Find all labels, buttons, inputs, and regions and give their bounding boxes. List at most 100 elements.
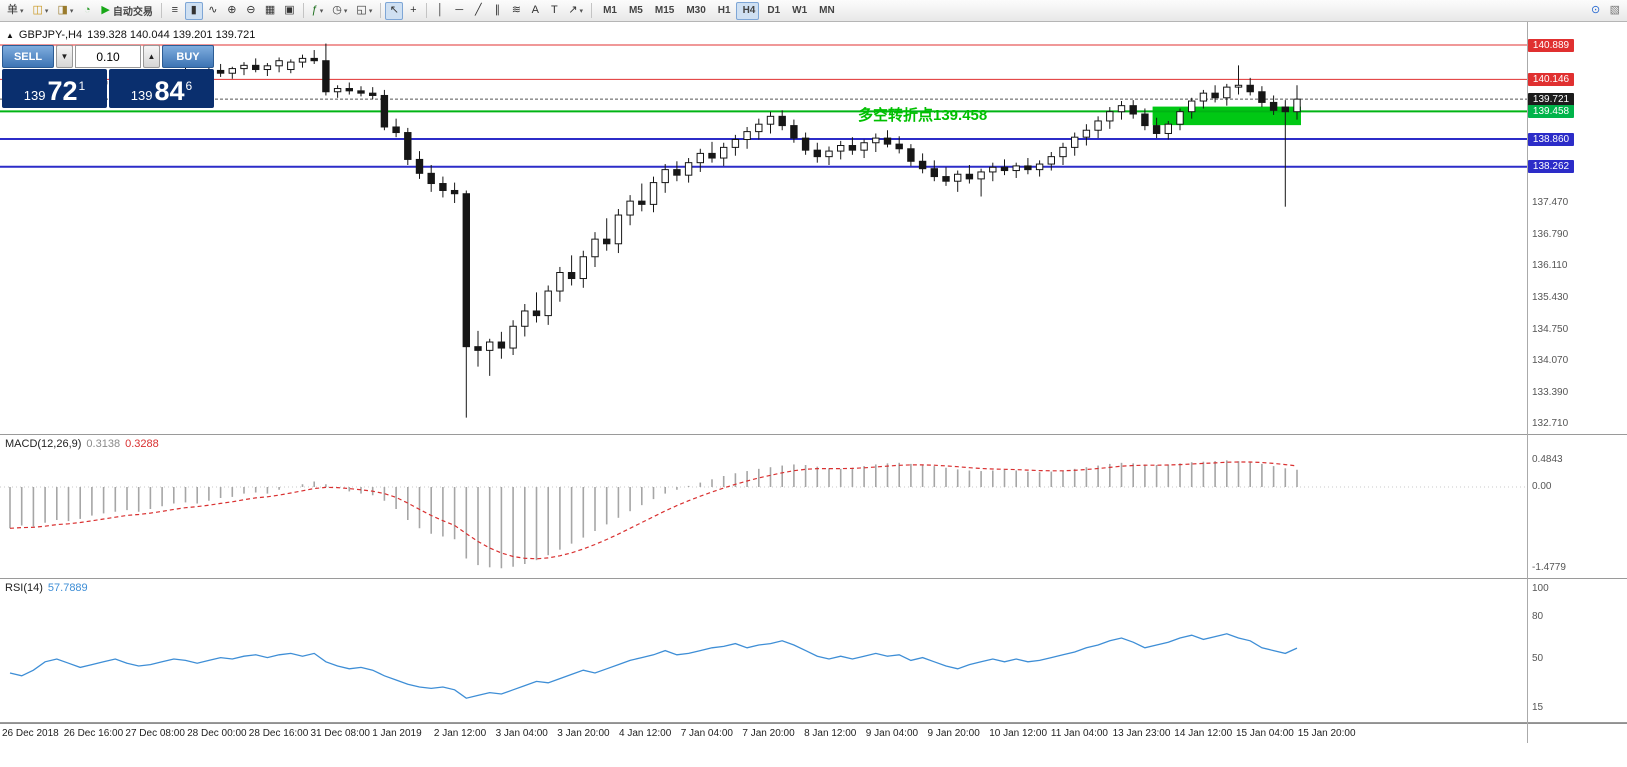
macd-rsi-splitter[interactable]: [0, 578, 1627, 579]
autotrading-button-icon: ▶: [101, 4, 110, 16]
rsi-pane[interactable]: RSI(14) 57.7889 100 80 50 15: [0, 579, 1627, 722]
rsi-scale-tick: 80: [1532, 611, 1544, 622]
templates-button[interactable]: ◱ ▾: [352, 2, 376, 20]
rsi-timeaxis-splitter[interactable]: [0, 722, 1627, 723]
sell-button[interactable]: SELL: [2, 45, 54, 68]
macd-label: MACD(12,26,9) 0.3138 0.3288: [5, 438, 159, 450]
candle-body: [1199, 92, 1208, 102]
tile-windows-button[interactable]: ▣: [280, 2, 298, 20]
time-axis-label: 28 Dec 00:00: [187, 728, 247, 739]
chart-macd-splitter[interactable]: [0, 434, 1627, 435]
data-window-button[interactable]: ◔: [78, 2, 96, 20]
cursor-button[interactable]: ↖: [385, 1, 404, 20]
periods-button-icon: ◷: [332, 4, 342, 16]
autotrading-button[interactable]: ▶ 自动交易: [97, 2, 156, 20]
rsi-plot[interactable]: [0, 579, 1627, 722]
periods-button[interactable]: ◷ ▾: [328, 2, 351, 20]
fibonacci-button-icon: ≋: [511, 4, 521, 16]
candle-body: [1141, 113, 1149, 127]
candlestick-mode-button[interactable]: ▮: [184, 1, 203, 20]
bar-chart-mode-button[interactable]: ≡: [166, 2, 184, 20]
chart-shift-button-icon: ⊙: [1590, 4, 1601, 16]
trade-panel-controls: SELL ▼ 0.10 ▲ BUY: [2, 45, 214, 68]
profiles-button[interactable]: ◨ ▾: [53, 2, 77, 20]
price-tag: 138.860: [1528, 132, 1574, 146]
candle-body: [895, 143, 903, 150]
timeframe-h4-button[interactable]: H4: [735, 1, 760, 20]
sell-price-display[interactable]: 139 72 1: [2, 69, 107, 108]
candle-body: [486, 341, 494, 351]
timeframe-mn-button-label: MN: [819, 5, 835, 16]
text-button-icon: A: [531, 4, 539, 16]
label-button[interactable]: T: [545, 2, 563, 20]
timeframe-d1-button[interactable]: D1: [760, 2, 784, 20]
lot-decrease-button[interactable]: ▼: [56, 45, 73, 68]
time-axis[interactable]: 26 Dec 2018 26 Dec 16:00 27 Dec 08:00 28 De…: [0, 723, 1627, 743]
candle-body: [1129, 105, 1137, 115]
timeframe-w1-button[interactable]: W1: [785, 2, 811, 20]
time-axis-label: 9 Jan 04:00: [865, 728, 919, 739]
buy-button[interactable]: BUY: [162, 45, 214, 68]
candle-body: [1211, 92, 1219, 99]
timeframe-mn-button[interactable]: MN: [812, 2, 839, 20]
candle-body: [1012, 165, 1020, 172]
timeframe-m1-button[interactable]: M1: [596, 2, 621, 20]
arrows-button-icon: ↗: [568, 4, 578, 16]
candle-body: [684, 162, 693, 176]
time-axis-label: 3 Jan 04:00: [495, 728, 548, 739]
candle-body: [626, 200, 634, 216]
sell-price-pips: 72: [47, 76, 78, 107]
price-scale-tick: 136.790: [1532, 228, 1569, 240]
horizontal-line-button[interactable]: ─: [450, 2, 468, 20]
price-chart-pane[interactable]: ▲ GBPJPY-,H4 139.328 140.044 139.201 139.7…: [0, 22, 1627, 434]
candle-body: [1281, 106, 1289, 113]
candle-body: [1234, 84, 1243, 88]
zoom-out-button[interactable]: ⊖: [242, 2, 260, 20]
new-chart-button[interactable]: ◫ ▾: [29, 2, 53, 20]
candle-body: [462, 193, 471, 348]
time-axis-label: 15 Jan 20:00: [1297, 728, 1356, 739]
timeframe-h1-button[interactable]: H1: [711, 2, 735, 20]
chart-shift-button[interactable]: ⊙: [1587, 2, 1605, 20]
channel-button[interactable]: ∥: [488, 2, 506, 20]
timeframe-m15-button[interactable]: M15: [648, 2, 678, 20]
timeframe-m30-button[interactable]: M30: [679, 2, 709, 20]
cursor-button-icon: ↖: [389, 4, 399, 16]
candle-body: [954, 173, 962, 182]
lot-increase-button[interactable]: ▲: [143, 45, 160, 68]
price-scale-border: [1527, 22, 1528, 743]
trendline-button[interactable]: ╱: [469, 2, 487, 20]
buy-price-pipette: 6: [185, 79, 193, 93]
buy-price-display[interactable]: 139 84 6: [109, 69, 214, 108]
macd-plot[interactable]: [0, 435, 1627, 578]
new-order-button[interactable]: 单 ▾: [3, 2, 28, 20]
candle-body: [907, 148, 915, 162]
candle-body: [649, 182, 658, 205]
auto-scroll-button[interactable]: ▧: [1606, 2, 1624, 20]
support-zone-box: [1152, 106, 1301, 126]
crosshair-button[interactable]: +: [404, 2, 422, 20]
toolbar-group-3: ↖ +: [385, 1, 422, 20]
lot-size-input[interactable]: 0.10: [75, 45, 141, 68]
text-button[interactable]: A: [526, 2, 544, 20]
toolbar-separator: [302, 3, 304, 18]
vertical-line-button[interactable]: │: [431, 2, 449, 20]
arrows-button[interactable]: ↗ ▾: [564, 2, 587, 20]
macd-pane[interactable]: MACD(12,26,9) 0.3138 0.3288 0.4843 0.00 -1.4…: [0, 435, 1627, 578]
indicators-button[interactable]: ƒ ▾: [308, 2, 328, 20]
candlestick-chart[interactable]: [0, 22, 1627, 434]
line-chart-mode-button[interactable]: ∿: [204, 2, 222, 20]
candle-body: [1035, 163, 1044, 171]
candle-body: [556, 272, 564, 292]
timeframe-m5-button[interactable]: M5: [622, 2, 647, 20]
candle-body: [357, 90, 365, 94]
candle-body: [1117, 105, 1126, 113]
profiles-button-icon: ◨: [57, 4, 68, 16]
templates-button-caret-icon: ▾: [368, 7, 373, 15]
fibonacci-button[interactable]: ≋: [507, 2, 525, 20]
grid-button[interactable]: ▦: [261, 2, 279, 20]
buy-price-figure: 139: [130, 87, 153, 103]
price-scale-tick: 134.070: [1532, 355, 1569, 367]
price-scale-tick: 132.710: [1532, 418, 1569, 430]
zoom-in-button[interactable]: ⊕: [223, 2, 241, 20]
